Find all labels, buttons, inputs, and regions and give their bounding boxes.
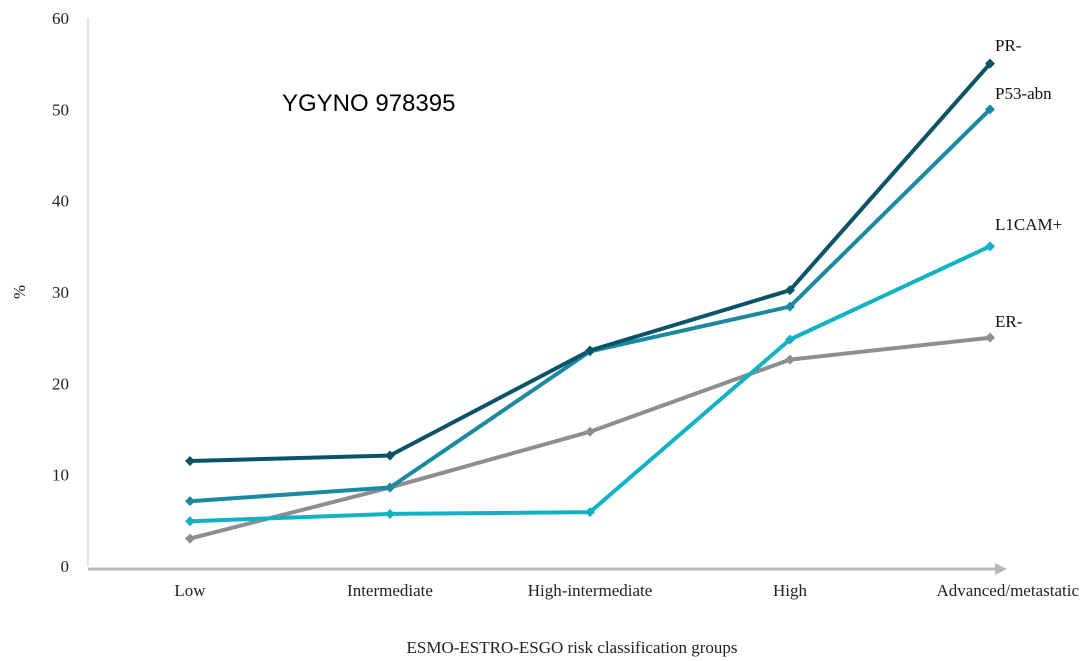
data-point [585, 345, 595, 356]
y-tick-label: 60 [52, 9, 69, 28]
data-point [585, 507, 595, 518]
x-axis-arrow [995, 563, 1007, 575]
series-label: P53-abn [995, 84, 1052, 103]
data-point [385, 450, 395, 461]
data-point [185, 455, 195, 466]
y-axis: 0 10 20 30 40 50 60 [52, 9, 89, 576]
x-axis-title: ESMO-ESTRO-ESGO risk classification grou… [406, 638, 737, 657]
x-tick-label: High [773, 581, 808, 600]
series-line [188, 61, 992, 463]
x-tick-label: Low [174, 581, 206, 600]
data-point [185, 496, 195, 507]
x-axis: Low Intermediate High-intermediate High Adva… [88, 563, 1079, 600]
series-line [188, 244, 992, 524]
series-label: PR- [995, 36, 1022, 55]
data-point [985, 241, 995, 252]
x-tick-label: Intermediate [347, 581, 433, 600]
data-point [985, 104, 995, 115]
y-axis-title: % [10, 285, 29, 299]
y-tick-label: 30 [52, 283, 69, 302]
x-tick-label: High-intermediate [528, 581, 653, 600]
data-point [385, 482, 395, 493]
y-tick-label: 50 [52, 100, 69, 119]
x-tick-label: Advanced/metastatic [936, 581, 1079, 600]
chart-annotation: YGYNO 978395 [282, 90, 455, 117]
data-point [385, 508, 395, 519]
data-point [185, 516, 195, 527]
data-point [785, 301, 795, 312]
series-labels: PR- P53-abn L1CAM+ ER- [995, 36, 1062, 331]
data-point [985, 332, 995, 343]
series-line [188, 107, 992, 504]
series-lines [188, 61, 992, 541]
data-point [585, 426, 595, 437]
y-tick-label: 40 [52, 192, 69, 211]
data-point [185, 533, 195, 544]
series-label: ER- [995, 312, 1023, 331]
y-tick-label: 20 [52, 374, 69, 393]
y-tick-label: 0 [61, 557, 70, 576]
series-label: L1CAM+ [995, 215, 1062, 234]
series-markers [185, 58, 995, 544]
data-point [785, 354, 795, 365]
data-point [985, 58, 995, 69]
y-tick-label: 10 [52, 466, 69, 485]
data-point [785, 334, 795, 345]
data-point [785, 285, 795, 296]
